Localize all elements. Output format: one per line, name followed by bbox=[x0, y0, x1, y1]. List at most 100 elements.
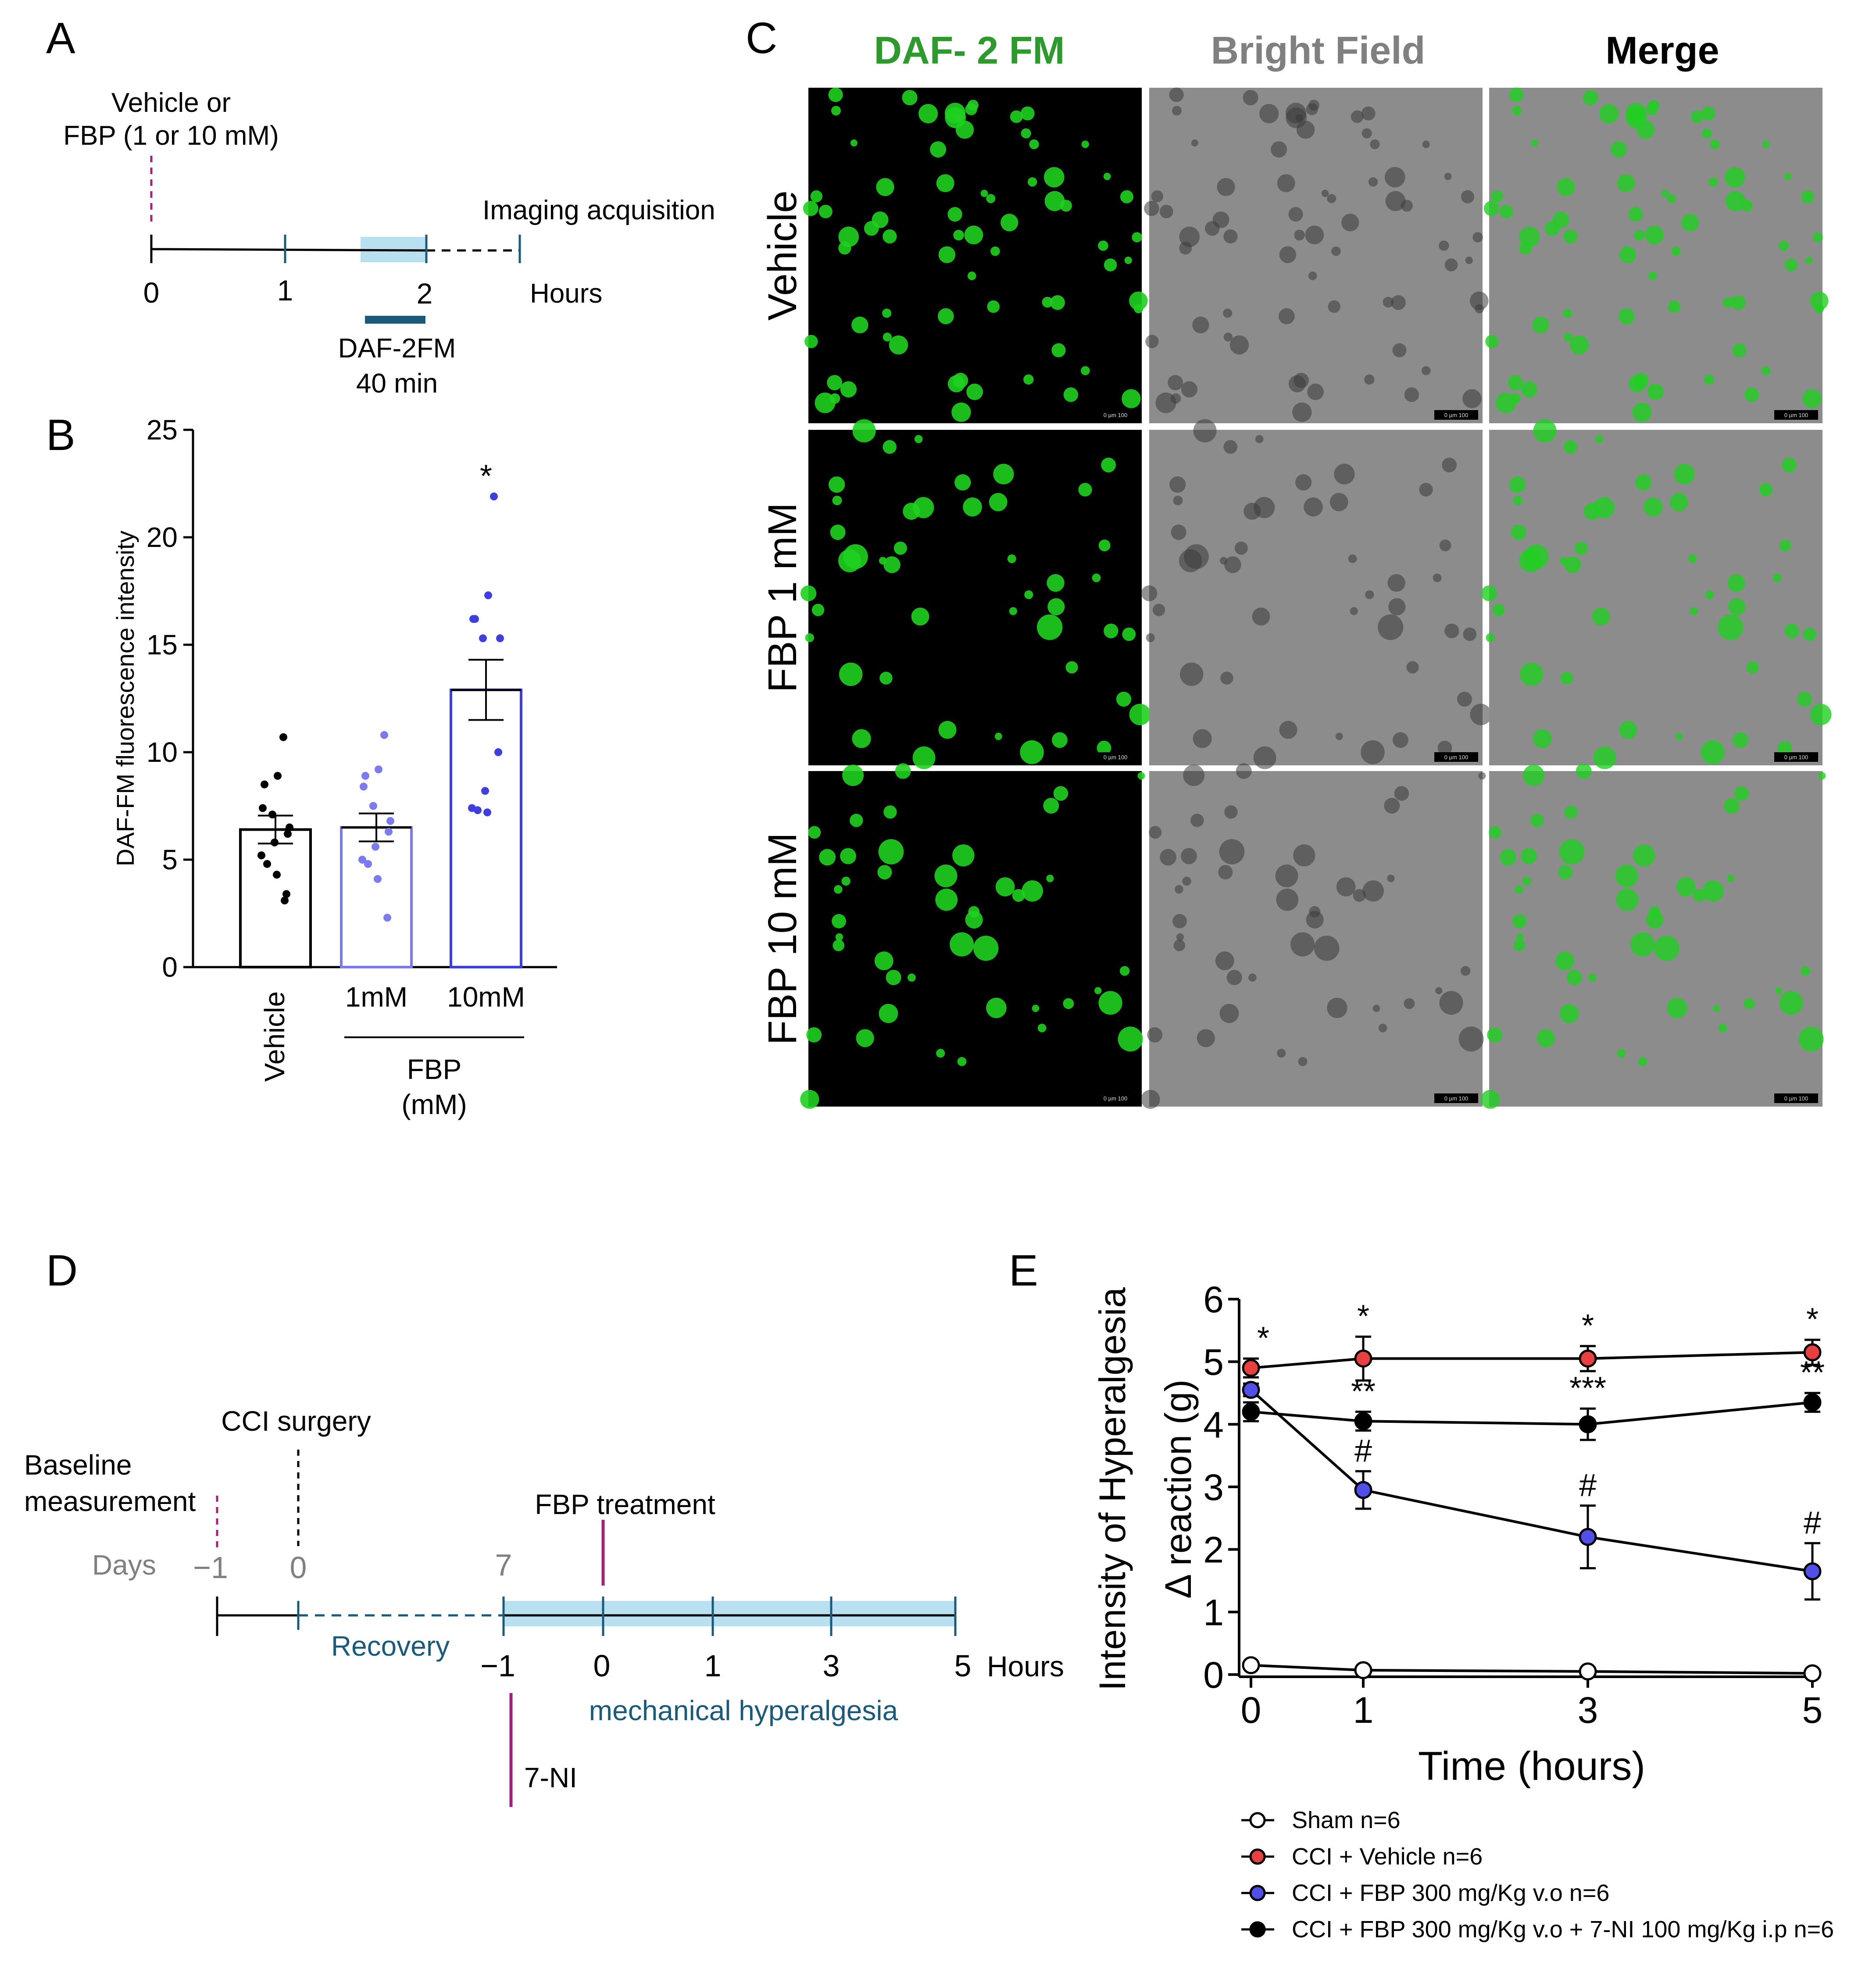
data-point bbox=[1579, 1350, 1597, 1368]
cell bbox=[1384, 167, 1405, 188]
cell bbox=[1385, 191, 1406, 211]
cell bbox=[1762, 140, 1770, 148]
cell bbox=[1674, 464, 1695, 485]
cell bbox=[1693, 889, 1706, 902]
cell bbox=[1236, 763, 1252, 779]
cell bbox=[1533, 729, 1552, 748]
cell bbox=[1457, 691, 1472, 707]
cell bbox=[874, 951, 893, 971]
cell bbox=[1746, 661, 1759, 674]
cell bbox=[1217, 178, 1235, 196]
column-header: Merge bbox=[1605, 29, 1719, 72]
cell bbox=[1137, 772, 1145, 780]
cell bbox=[1145, 335, 1159, 348]
row-label: Vehicle bbox=[760, 190, 805, 321]
cell bbox=[1803, 627, 1817, 641]
cell bbox=[1500, 849, 1517, 866]
cell bbox=[810, 190, 823, 203]
tick-label-1: 1 bbox=[277, 274, 293, 307]
cell bbox=[1298, 1057, 1308, 1066]
cell bbox=[1327, 997, 1347, 1018]
hour-label-5: 5 bbox=[954, 1649, 972, 1683]
cell bbox=[1047, 574, 1065, 592]
image-FBP 1 mM-Bright Field: 0 µm 100 bbox=[1141, 419, 1492, 769]
cell bbox=[1295, 474, 1312, 491]
cell bbox=[1616, 888, 1639, 911]
data-point bbox=[261, 780, 268, 789]
cell bbox=[1810, 291, 1829, 311]
cell bbox=[1169, 476, 1186, 493]
cell bbox=[1181, 381, 1198, 398]
cell bbox=[1777, 740, 1792, 755]
data-point bbox=[364, 860, 372, 868]
cell bbox=[1611, 141, 1627, 158]
cell bbox=[1491, 190, 1504, 203]
series-0 bbox=[1242, 1656, 1822, 1682]
significance-label: * bbox=[1582, 1308, 1594, 1343]
imaging-label: Imaging acquisition bbox=[482, 195, 715, 225]
cell bbox=[1182, 876, 1191, 886]
cell bbox=[1170, 393, 1181, 404]
cell bbox=[1308, 271, 1317, 280]
cell bbox=[1279, 246, 1297, 263]
legend-marker bbox=[1249, 1921, 1266, 1938]
cell bbox=[1022, 880, 1043, 902]
cell bbox=[1361, 740, 1385, 764]
cell bbox=[1244, 503, 1261, 520]
cell bbox=[1027, 177, 1037, 187]
significance-label: * bbox=[1806, 1302, 1819, 1337]
cell bbox=[1021, 128, 1031, 139]
cell bbox=[1044, 191, 1065, 211]
panel-a-treatment-line2: FBP (1 or 10 mM) bbox=[63, 121, 279, 151]
cell bbox=[1521, 848, 1537, 864]
cell bbox=[1483, 200, 1499, 216]
cell bbox=[1253, 746, 1276, 769]
cell bbox=[1184, 544, 1209, 569]
cell bbox=[1560, 671, 1573, 685]
cell bbox=[1733, 732, 1748, 748]
cell bbox=[1470, 291, 1489, 311]
cell bbox=[1098, 991, 1122, 1015]
cell bbox=[1223, 308, 1233, 318]
cell bbox=[1010, 110, 1023, 123]
cell bbox=[1779, 539, 1791, 551]
cell bbox=[1509, 87, 1524, 102]
cell bbox=[856, 1029, 874, 1047]
cell bbox=[879, 557, 887, 565]
data-point bbox=[259, 804, 267, 812]
cell bbox=[1168, 375, 1183, 390]
cell bbox=[950, 932, 974, 957]
data-point bbox=[494, 748, 502, 756]
cell bbox=[1255, 435, 1264, 443]
y-tick-label: 6 bbox=[1203, 1279, 1224, 1320]
cell bbox=[1515, 885, 1523, 894]
data-point bbox=[271, 838, 279, 846]
legend-label: CCI + FBP 300 mg/Kg v.o n=6 bbox=[1292, 1880, 1609, 1906]
cell bbox=[1388, 598, 1406, 615]
y-axis-title-line1: Intensity of Hyperalgesia bbox=[1092, 1287, 1133, 1691]
cell bbox=[1248, 973, 1257, 982]
image-background bbox=[1489, 771, 1822, 1107]
cell bbox=[1372, 1004, 1380, 1012]
cell bbox=[1784, 172, 1792, 180]
cell bbox=[1802, 389, 1822, 408]
cell bbox=[903, 503, 920, 520]
significance-label: ** bbox=[1800, 1355, 1825, 1390]
cell bbox=[1193, 729, 1212, 748]
data-point bbox=[1242, 1656, 1260, 1675]
data-point bbox=[1354, 1661, 1372, 1679]
cell bbox=[1533, 419, 1557, 443]
cell bbox=[1223, 332, 1233, 342]
cell bbox=[832, 496, 842, 505]
cell bbox=[872, 211, 889, 229]
cell bbox=[1648, 271, 1657, 280]
cell bbox=[1588, 973, 1597, 982]
cell bbox=[1513, 496, 1523, 505]
cell bbox=[1775, 987, 1783, 994]
cell bbox=[1406, 661, 1419, 674]
cell bbox=[1563, 440, 1577, 454]
cell bbox=[1329, 493, 1348, 511]
data-point bbox=[1803, 1562, 1822, 1581]
cell bbox=[886, 970, 901, 986]
